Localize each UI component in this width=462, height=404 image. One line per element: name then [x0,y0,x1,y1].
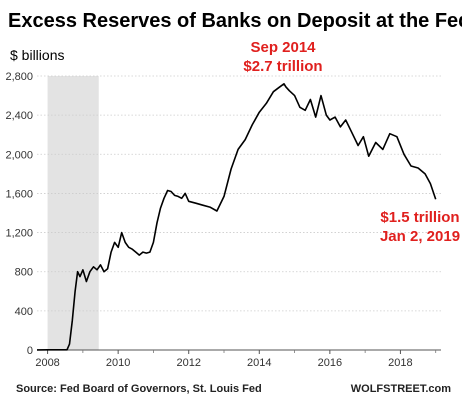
y-tick-label: 2,800 [5,71,33,83]
y-tick-label: 1,200 [5,228,33,240]
annotation-text: Jan 2, 2019 [380,228,460,245]
source-note: Source: Fed Board of Governors, St. Loui… [16,383,262,395]
annotation-text: Sep 2014 [250,39,316,56]
x-tick-label: 2010 [106,357,130,369]
x-tick-label: 2018 [388,357,412,369]
data-series-line [36,83,437,351]
annotations: Sep 2014 $2.7 trillion $1.5 trillion Jan 2,… [243,39,460,245]
credit-label: WOLFSTREET.com [351,383,451,395]
y-tick-label: 0 [27,345,33,357]
y-axis-label: $ billions [10,47,64,63]
annotation-text: $1.5 trillion [380,209,459,226]
y-tick-label: 1,600 [5,188,33,200]
x-tick-label: 2016 [318,357,342,369]
plot-area: 0 400 800 1,200 1,600 2,000 2,400 2,800 2008 2010… [5,71,441,369]
x-tick-label: 2014 [247,357,271,369]
y-tick-label: 2,000 [5,149,33,161]
annotation-text: $2.7 trillion [243,58,322,75]
x-tick-label: 2008 [35,357,59,369]
y-tick-label: 2,400 [5,110,33,122]
x-tick-label: 2012 [176,357,200,369]
y-tick-label: 800 [15,267,33,279]
y-tick-label: 400 [15,306,33,318]
chart-title: Excess Reserves of Banks on Deposit at t… [8,10,462,32]
